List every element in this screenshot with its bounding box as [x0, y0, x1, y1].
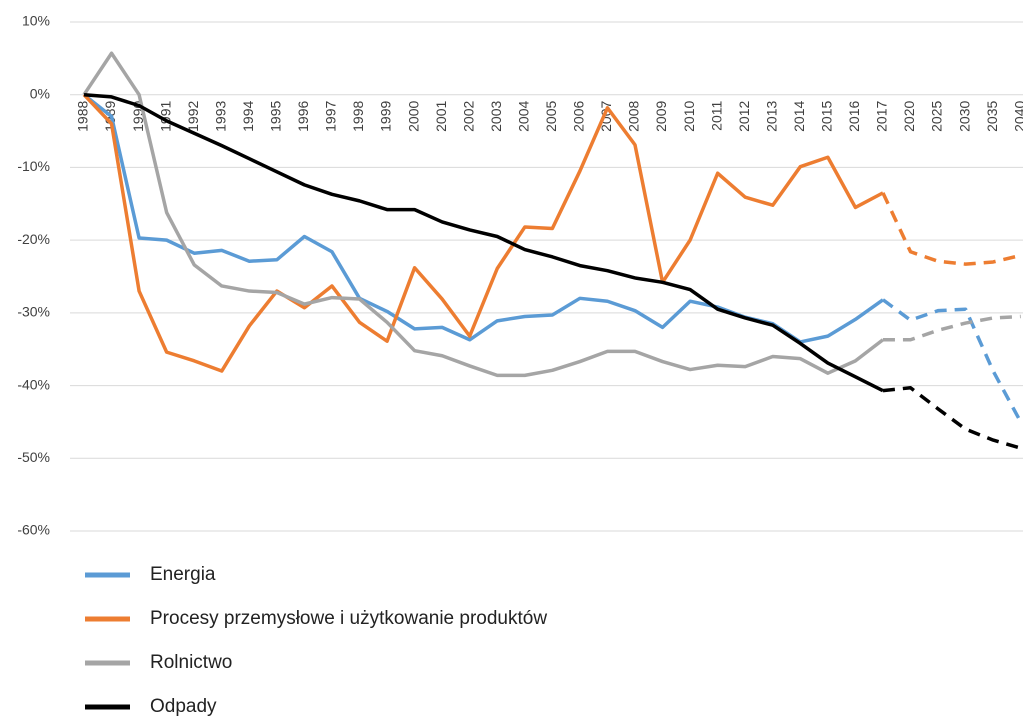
x-tick-label: 2003	[488, 101, 504, 132]
x-tick-label: 1994	[240, 101, 256, 132]
x-tick-label: 2001	[433, 101, 449, 132]
x-tick-label: 1988	[75, 101, 91, 132]
projection-line	[881, 192, 1022, 266]
legend-label: Procesy przemysłowe i użytkowanie produk…	[150, 608, 547, 629]
projection-line	[882, 314, 1021, 342]
x-tick-label: 2040	[1011, 101, 1023, 132]
x-tick-label: 2030	[956, 101, 972, 132]
legend-label: Odpady	[150, 696, 217, 717]
x-tick-label: 2014	[791, 101, 807, 132]
y-tick-label: -50%	[17, 449, 50, 465]
x-tick-label: 1999	[378, 101, 394, 132]
y-tick-label: -30%	[17, 304, 50, 320]
x-tick-label: 2008	[626, 101, 642, 132]
legend-label: Rolnictwo	[150, 652, 232, 673]
x-tick-label: 1991	[157, 101, 173, 132]
x-tick-label: 2009	[653, 101, 669, 132]
x-tick-label: 2025	[929, 101, 945, 132]
y-tick-label: -60%	[17, 522, 50, 538]
x-tick-label: 2005	[543, 101, 559, 132]
y-tick-label: 0%	[30, 85, 50, 101]
x-tick-label: 2020	[901, 101, 917, 132]
x-tick-label: 2017	[874, 101, 890, 132]
x-tick-label: 2004	[516, 101, 532, 132]
x-tick-label: 2006	[571, 101, 587, 132]
projection-line	[882, 386, 1022, 450]
y-tick-label: -10%	[17, 158, 50, 174]
x-tick-label: 2010	[681, 101, 697, 132]
x-tick-label: 1998	[350, 101, 366, 132]
legend-label: Energia	[150, 564, 216, 585]
x-tick-label: 2011	[708, 101, 724, 131]
x-tick-label: 2002	[460, 101, 476, 132]
x-tick-label: 1995	[268, 101, 284, 132]
x-tick-label: 1996	[295, 101, 311, 132]
x-tick-label: 2035	[984, 101, 1000, 132]
x-tick-label: 1993	[212, 101, 228, 132]
y-tick-label: 10%	[22, 13, 50, 29]
series-line	[82, 93, 884, 373]
series-line	[83, 92, 884, 393]
x-tick-label: 2000	[405, 101, 421, 132]
projection-line	[881, 298, 1023, 423]
x-tick-label: 2016	[846, 101, 862, 132]
y-tick-label: -40%	[17, 376, 50, 392]
x-tick-label: 1997	[323, 101, 339, 132]
x-tick-label: 2012	[736, 101, 752, 132]
x-tick-label: 1992	[185, 101, 201, 132]
y-tick-label: -20%	[17, 231, 50, 247]
x-tick-label: 2015	[819, 101, 835, 132]
series-line	[82, 51, 885, 378]
x-tick-label: 2013	[763, 101, 779, 132]
